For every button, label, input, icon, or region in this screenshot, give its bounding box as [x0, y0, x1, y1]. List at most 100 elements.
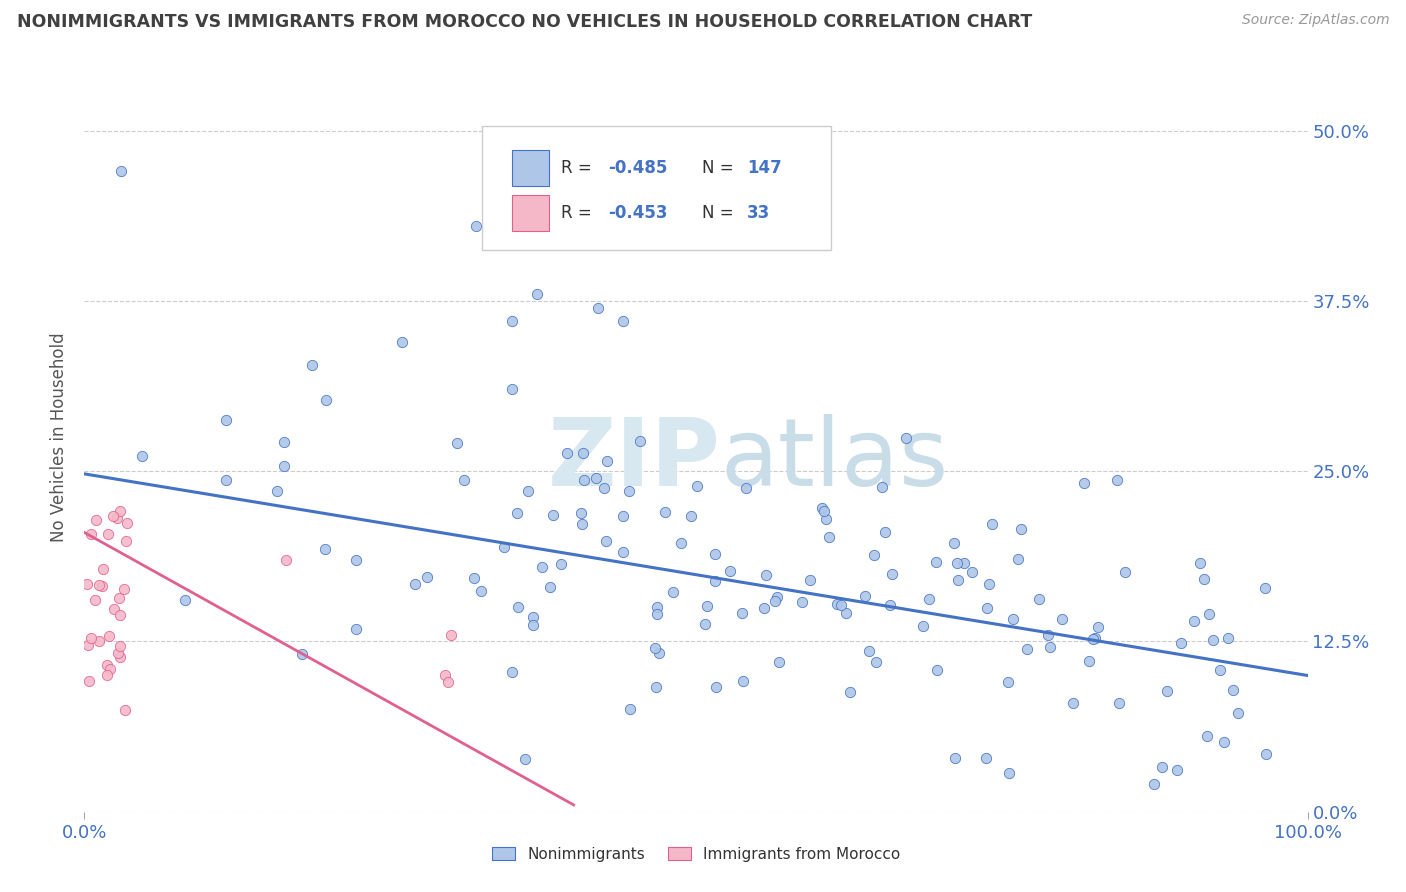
Bar [513, 150, 550, 186]
Point [815, 511, 838, 525]
Point [1028, 591, 1050, 606]
Point [612, 545, 634, 559]
Point [571, 445, 593, 459]
Point [813, 503, 835, 517]
Point [115, 533, 138, 548]
Point [108, 504, 131, 518]
Text: 147: 147 [748, 159, 782, 178]
Point [77, 674, 100, 689]
Point [87, 578, 110, 592]
Point [879, 598, 901, 612]
Point [946, 573, 969, 587]
Point [696, 599, 718, 613]
Point [571, 517, 593, 532]
Point [1007, 551, 1029, 566]
Point [555, 446, 578, 460]
Point [492, 540, 515, 554]
Point [436, 675, 458, 690]
Text: 33: 33 [748, 204, 770, 222]
Point [215, 413, 238, 427]
Point [1084, 632, 1107, 646]
Point [97, 527, 120, 541]
Point [107, 646, 129, 660]
Point [131, 449, 153, 463]
Point [291, 648, 314, 662]
Point [827, 597, 849, 611]
Point [865, 656, 887, 670]
Point [596, 454, 619, 468]
Point [703, 574, 725, 588]
Point [101, 508, 124, 523]
Point [768, 656, 790, 670]
Point [108, 591, 131, 605]
Point [628, 434, 651, 449]
Point [870, 480, 893, 494]
Text: -0.485: -0.485 [607, 159, 668, 178]
Point [276, 552, 298, 566]
Point [502, 314, 524, 328]
Point [1114, 566, 1136, 580]
Point [1213, 735, 1236, 749]
Point [894, 431, 917, 445]
Point [974, 751, 997, 765]
Point [91, 562, 114, 576]
Point [645, 607, 668, 622]
Point [873, 524, 896, 539]
Point [112, 582, 135, 597]
Point [550, 557, 572, 571]
Point [87, 633, 110, 648]
Point [595, 533, 617, 548]
Point [1216, 632, 1239, 646]
Point [434, 668, 457, 682]
Point [1209, 663, 1232, 677]
Point [619, 702, 641, 716]
Point [110, 164, 132, 178]
Point [839, 685, 862, 699]
Point [754, 568, 776, 582]
Point [110, 639, 132, 653]
Point [946, 556, 969, 570]
Point [644, 681, 666, 695]
Point [103, 602, 125, 616]
Point [645, 599, 668, 614]
Point [943, 750, 966, 764]
Point [501, 665, 523, 679]
Point [464, 219, 486, 233]
Point [925, 555, 948, 569]
Point [998, 766, 1021, 780]
Point [790, 595, 813, 609]
Point [404, 577, 426, 591]
Text: atlas: atlas [720, 414, 949, 506]
Point [1182, 614, 1205, 628]
Point [98, 628, 121, 642]
Point [502, 383, 524, 397]
Point [391, 334, 413, 349]
Point [882, 566, 904, 581]
Point [997, 675, 1019, 690]
Point [817, 530, 839, 544]
Point [344, 553, 367, 567]
Point [1015, 641, 1038, 656]
Point [718, 564, 741, 578]
Point [453, 474, 475, 488]
Point [108, 608, 131, 623]
Point [91, 579, 114, 593]
Point [516, 484, 538, 499]
Point [526, 287, 548, 301]
Point [79, 631, 101, 645]
Point [695, 617, 717, 632]
Point [977, 576, 1000, 591]
Point [1143, 777, 1166, 791]
Point [1253, 581, 1275, 595]
Point [1073, 475, 1095, 490]
Point [315, 393, 337, 408]
Point [513, 752, 536, 766]
Point [1227, 706, 1250, 720]
Text: -0.453: -0.453 [607, 204, 668, 222]
Point [661, 585, 683, 599]
Point [952, 556, 974, 570]
Point [522, 618, 544, 632]
Point [1107, 473, 1129, 487]
Point [1152, 760, 1174, 774]
Point [446, 436, 468, 450]
